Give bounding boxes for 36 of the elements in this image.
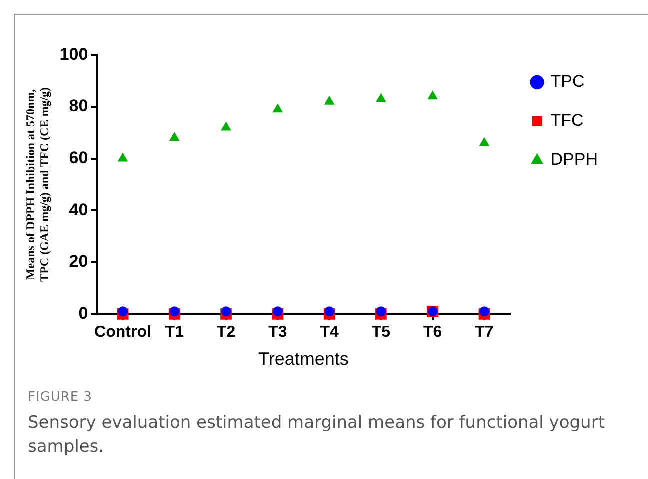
x-tick-label: T7 [475, 324, 494, 342]
point [324, 96, 335, 105]
x-tick-label: T2 [216, 324, 236, 342]
y-tick-label: 40 [69, 200, 88, 220]
x-tick-label: T5 [372, 324, 391, 342]
point [221, 122, 232, 131]
legend-label: TFC [550, 111, 584, 130]
x-tick-label: Control [94, 324, 152, 342]
y-axis-title: Means of DPPH Inhibition at 570nm, TPC (GAE mg/g) and TFC (CE mg/g) [23, 87, 52, 282]
x-axis-title: Treatments [258, 349, 349, 370]
y-tick-label: 80 [69, 96, 88, 116]
point [428, 90, 438, 100]
point [324, 306, 335, 317]
point [118, 306, 128, 317]
point [479, 137, 490, 146]
y-tick-label: 0 [78, 304, 88, 323]
caption: FIGURE 3 [28, 390, 93, 405]
point [272, 306, 283, 317]
y-tick-label: 100 [60, 44, 88, 64]
point [376, 306, 386, 317]
point [169, 132, 180, 142]
legend-label: DPPH [550, 150, 598, 170]
point [170, 306, 180, 317]
legend-label: TPC [550, 72, 585, 92]
x-tick-label: T1 [165, 324, 184, 342]
y-tick-label: 20 [69, 252, 88, 272]
point [272, 104, 284, 113]
y-tick-label: 60 [69, 148, 88, 168]
point [376, 93, 386, 102]
text: Sensory evaluation estimated marginal means for functional yogurt samples. [28, 412, 606, 459]
x-tick-label: T3 [268, 324, 288, 342]
x-tick-label: T6 [423, 324, 442, 342]
point [118, 152, 128, 162]
point [221, 306, 232, 317]
point [479, 306, 490, 317]
x-tick-label: T4 [320, 324, 339, 342]
